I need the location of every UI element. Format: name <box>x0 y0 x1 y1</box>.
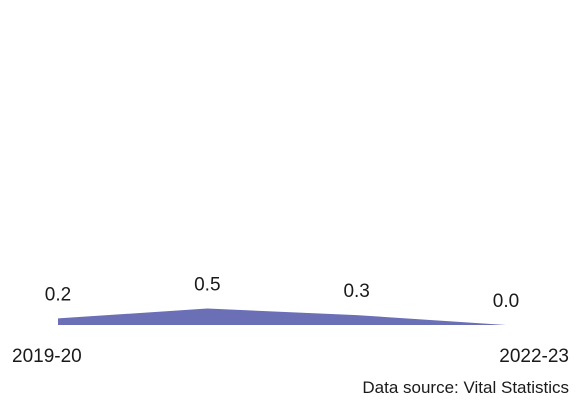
data-label: 0.3 <box>343 281 369 302</box>
data-label: 0.2 <box>45 284 71 305</box>
data-labels: 0.2 0.5 0.3 0.0 <box>45 275 519 313</box>
data-source-note: Data source: Vital Statistics <box>362 378 569 397</box>
data-label: 0.0 <box>493 291 519 312</box>
x-tick-label: 2022-23 <box>499 346 569 367</box>
area-series <box>58 308 506 325</box>
data-label: 0.5 <box>194 275 220 296</box>
x-tick-label: 2019-20 <box>12 346 82 367</box>
x-axis-tick-labels: 2019-20 2022-23 <box>12 346 569 367</box>
